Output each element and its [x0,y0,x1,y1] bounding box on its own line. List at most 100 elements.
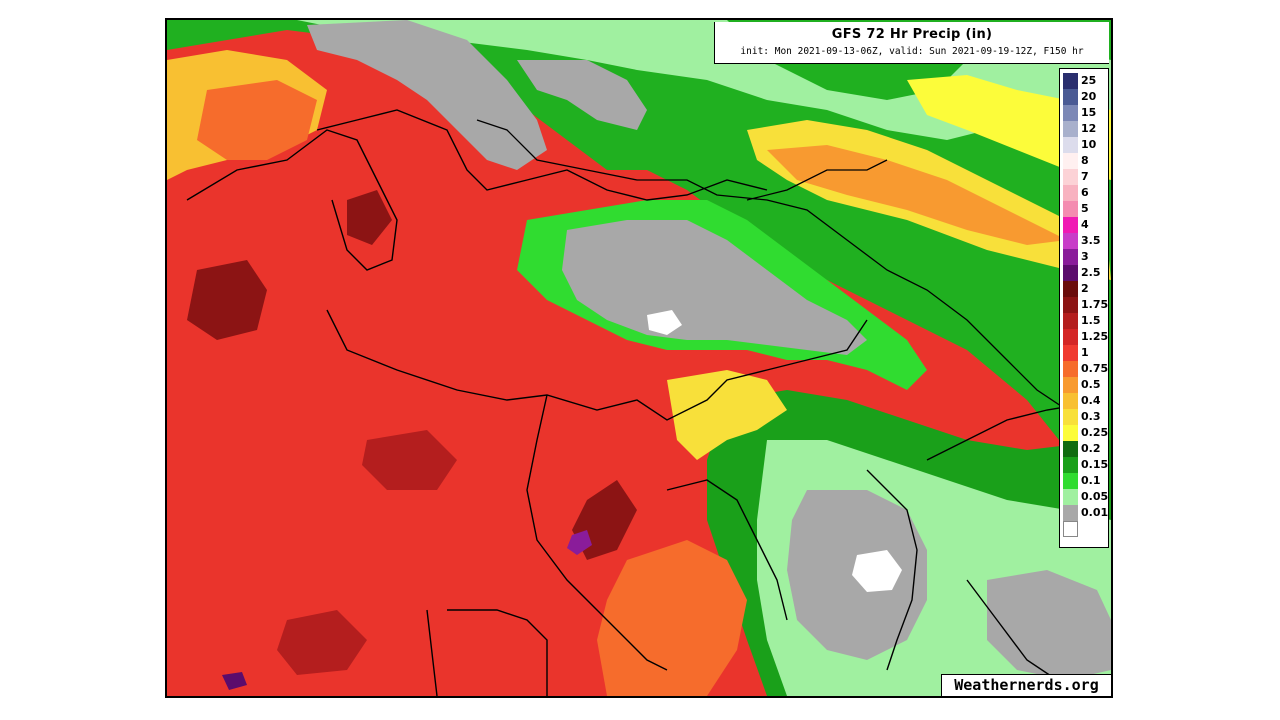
country-borders [186,109,1108,696]
legend-entry: 10 [1060,137,1110,153]
legend-label: 0.15 [1081,458,1109,471]
legend-swatch [1063,137,1078,153]
legend-label: 3 [1081,250,1089,263]
legend-swatch [1063,345,1078,361]
legend-entry: 1.5 [1060,313,1110,329]
precip-core-darkred-5 [277,610,367,675]
legend-label: 0.3 [1081,410,1101,423]
credit-watermark: Weathernerds.org [941,674,1111,696]
legend-swatch [1063,89,1078,105]
precip-core-darkred-2 [347,190,392,245]
legend-swatch [1063,233,1078,249]
legend-entry: 25 [1060,73,1110,89]
legend-entry: 0.25 [1060,425,1110,441]
legend-swatch [1063,505,1078,521]
legend-entry: 0.05 [1060,489,1110,505]
legend-entry: 12 [1060,121,1110,137]
legend-entry: 4 [1060,217,1110,233]
legend-entry: 3 [1060,249,1110,265]
legend-entry: 3.5 [1060,233,1110,249]
precip-region-white-central [647,310,682,335]
legend-label: 1 [1081,346,1089,359]
legend-entry: 0.3 [1060,409,1110,425]
legend-swatch [1063,313,1078,329]
legend-entry: 2 [1060,281,1110,297]
legend-label: 0.2 [1081,442,1101,455]
legend-swatch [1063,329,1078,345]
legend-entry: 6 [1060,185,1110,201]
precip-region-green-north [167,20,1111,450]
legend-entry [1060,521,1110,537]
legend-label: 0.1 [1081,474,1101,487]
legend-label: 20 [1081,90,1097,103]
legend-entry: 15 [1060,105,1110,121]
map-subtitle: init: Mon 2021-09-13-06Z, valid: Sun 202… [740,46,1084,57]
legend-label: 6 [1081,186,1089,199]
legend-label: 0.75 [1081,362,1109,375]
legend-entry: 1.75 [1060,297,1110,313]
legend-swatch [1063,409,1078,425]
legend-swatch [1063,377,1078,393]
legend-swatch [1063,153,1078,169]
coastline-north [476,119,1108,421]
legend-entry: 0.15 [1060,457,1110,473]
map-title-box: GFS 72 Hr Precip (in) init: Mon 2021-09-… [714,22,1109,64]
legend-swatch [1063,473,1078,489]
legend-label: 0.4 [1081,394,1101,407]
legend-entry: 0.2 [1060,441,1110,457]
legend-swatch [1063,281,1078,297]
legend-swatch [1063,393,1078,409]
legend-swatch [1063,249,1078,265]
legend-label: 2.5 [1081,266,1101,279]
legend-swatch [1063,521,1078,537]
legend-entry: 5 [1060,201,1110,217]
precip-core-purple-sw [222,672,247,690]
legend-label: 1.75 [1081,298,1109,311]
precip-region-grey-north [307,20,547,170]
legend-label: 8 [1081,154,1089,167]
legend-label: 15 [1081,106,1097,119]
legend-swatch [1063,217,1078,233]
legend-label: 0.5 [1081,378,1101,391]
precip-core-darkred-1 [187,260,267,340]
precip-map-canvas [167,20,1111,696]
legend-entry: 0.4 [1060,393,1110,409]
legend-label: 1.25 [1081,330,1109,343]
precip-map: GFS 72 Hr Precip (in) init: Mon 2021-09-… [165,18,1113,698]
legend-label: 0.25 [1081,426,1109,439]
legend-label: 25 [1081,74,1097,87]
legend-swatch [1063,361,1078,377]
legend-entry: 0.1 [1060,473,1110,489]
legend-entry: 8 [1060,153,1110,169]
legend-entry: 0.75 [1060,361,1110,377]
legend-swatch [1063,489,1078,505]
precip-region-orange-sc [597,540,747,696]
precip-core-darkred-4 [362,430,457,490]
precip-region-grey-se2 [987,570,1111,680]
legend-label: 1.5 [1081,314,1101,327]
legend-entry: 0.5 [1060,377,1110,393]
legend-swatch [1063,457,1078,473]
legend-swatch [1063,201,1078,217]
legend-swatch [1063,73,1078,89]
legend-entry: 2.5 [1060,265,1110,281]
legend-label: 12 [1081,122,1097,135]
precip-region-grey-north2 [517,60,647,130]
legend-swatch [1063,169,1078,185]
legend-label: 0.01 [1081,506,1109,519]
legend-swatch [1063,297,1078,313]
legend-label: 0.05 [1081,490,1109,503]
legend-entry: 1.25 [1060,329,1110,345]
legend-entry: 0.01 [1060,505,1110,521]
legend-swatch [1063,105,1078,121]
precip-region-orange-nw [197,80,317,160]
legend-swatch [1063,121,1078,137]
legend-swatch [1063,441,1078,457]
legend-label: 4 [1081,218,1089,231]
legend-swatch [1063,425,1078,441]
legend-entry: 1 [1060,345,1110,361]
legend-label: 5 [1081,202,1089,215]
precip-legend: 25 20 15 12 10 8 7 6 5 4 3.5 3 2.5 2 1.75 1.5 1.25 1 0.75 0… [1059,68,1109,548]
legend-swatch [1063,185,1078,201]
legend-entry: 7 [1060,169,1110,185]
